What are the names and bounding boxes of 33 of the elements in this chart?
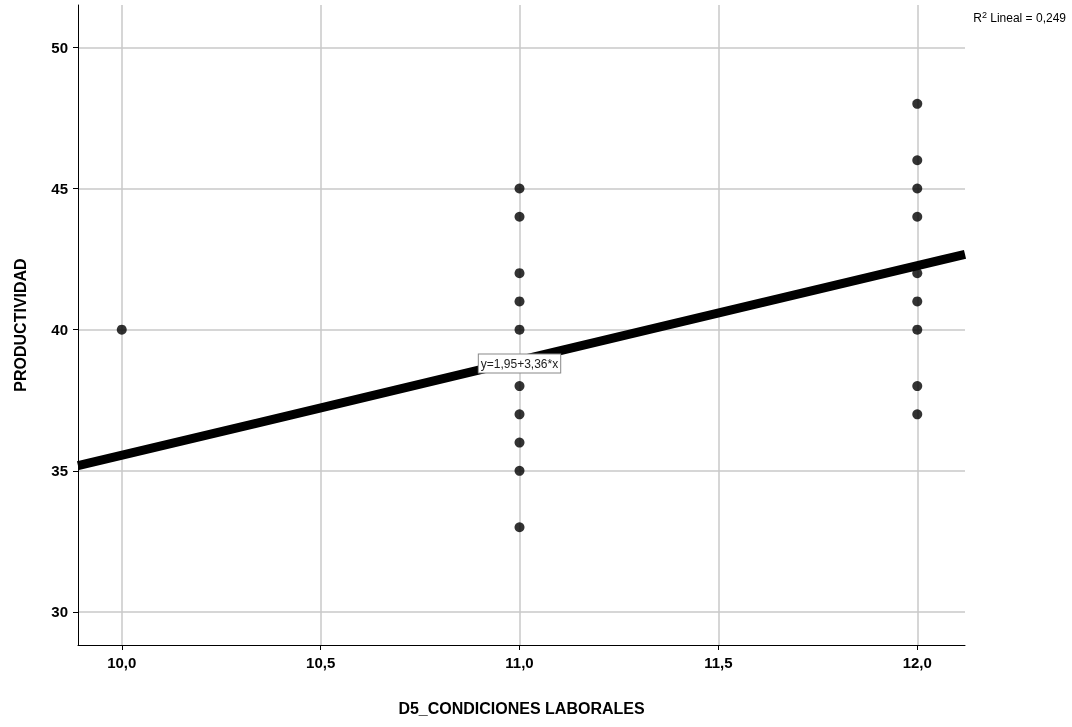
point (912, 98, 923, 109)
y-tick-label: 30 (51, 603, 68, 621)
point (912, 183, 923, 194)
x-tick-label: 10,0 (107, 654, 137, 671)
point (514, 183, 525, 194)
point (912, 155, 923, 166)
point (514, 437, 525, 448)
x-tick-label: 12,0 (902, 654, 932, 671)
y-tick-label: 45 (51, 180, 68, 197)
y-tick-label: 40 (51, 321, 68, 339)
point (912, 324, 923, 335)
x-tick-label: 11,0 (505, 654, 534, 671)
y-tick-label: 50 (51, 38, 68, 56)
point (514, 381, 525, 392)
point (514, 296, 525, 307)
point (514, 268, 525, 279)
annotation: y=1,95+3,36*x (480, 356, 559, 371)
y-tick-label: 35 (51, 462, 68, 480)
point (912, 409, 923, 420)
point (116, 324, 127, 335)
x-axis-title: D5_CONDICIONES LABORALES (398, 699, 645, 717)
y-axis-title: PRODUCTIVIDAD (11, 258, 29, 392)
point (514, 465, 525, 476)
point (514, 211, 525, 222)
point (912, 296, 923, 307)
point (514, 522, 525, 533)
point (912, 211, 923, 222)
point (514, 324, 525, 335)
x-tick-label: 10,5 (306, 654, 336, 671)
point (912, 381, 923, 392)
x-tick-label: 11,5 (704, 654, 733, 671)
point (912, 268, 923, 279)
point (514, 409, 525, 420)
